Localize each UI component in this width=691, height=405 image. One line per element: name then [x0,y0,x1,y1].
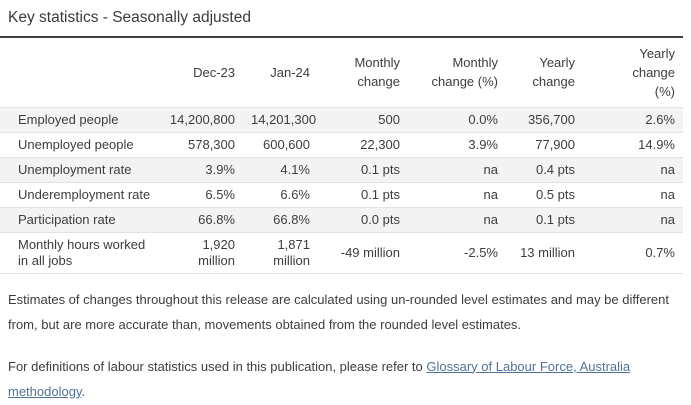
table-cell: 0.0% [468,111,498,127]
table-cell: 0.5 pts [535,186,575,202]
table-cell: 14,200,800 [169,111,235,127]
table-cell: 0.7% [645,244,675,260]
page-title: Key statistics - Seasonally adjusted [8,9,251,26]
table-cell: 77,900 [535,136,575,152]
table-cell: -2.5% [464,244,498,260]
table-cell: 6.5% [205,186,235,202]
table-cell: 0.1 pts [535,211,575,227]
table-cell: na [483,186,498,202]
row-label: Participation rate [18,211,116,227]
table-row-participation-rate: Participation rate 66.8% 66.8% 0.0 pts n… [0,207,683,232]
col-header-yearly-change: Yearly change [506,37,583,107]
definitions-note: For definitions of labour statistics use… [8,354,678,404]
table-cell: 600,600 [263,136,310,152]
table-cell: 1,920 million [198,236,235,268]
col-header-monthly-change-pct: Monthly change (%) [408,37,506,107]
table-cell: 14,201,300 [251,111,317,127]
col-header-jan-24: Jan-24 [243,37,318,107]
table-cell: 3.9% [205,161,235,177]
col-header-label: Monthly change [354,55,400,90]
col-header-monthly-change: Monthly change [318,37,408,107]
definitions-text: For definitions of labour statistics use… [8,358,427,374]
table-cell: 500 [378,111,400,127]
rounding-note: Estimates of changes throughout this rel… [8,291,669,332]
col-header-label: Monthly change (%) [431,55,498,90]
table-cell: na [660,161,675,177]
col-header-label: Jan-24 [270,64,310,80]
table-cell: 13 million [520,244,575,260]
table-cell: 4.1% [280,161,310,177]
table-cell: 66.8% [198,211,235,227]
table-row-underemployment-rate: Underemployment rate 6.5% 6.6% 0.1 pts n… [0,182,683,207]
table-cell: na [660,186,675,202]
col-header-label: Yearly change [532,55,575,90]
col-header-empty [0,37,160,107]
table-cell: 22,300 [360,136,400,152]
table-cell: 2.6% [645,111,675,127]
table-cell: 0.1 pts [360,161,400,177]
table-cell: 3.9% [468,136,498,152]
table-row-unemployment-rate: Unemployment rate 3.9% 4.1% 0.1 pts na 0… [0,157,683,182]
table-cell: 1,871 million [273,236,310,268]
table-header-row: Dec-23 Jan-24 Monthly change Monthly cha… [0,37,683,107]
table-cell: 0.4 pts [535,161,575,177]
row-label: Unemployment rate [18,161,132,177]
col-header-label: Dec-23 [193,64,235,80]
table-cell: na [483,211,498,227]
col-header-yearly-change-pct: Yearly change (%) [583,37,683,107]
table-cell: 0.0 pts [360,211,400,227]
definitions-suffix: . [81,383,86,399]
page: Key statistics - Seasonally adjusted Dec… [0,9,691,405]
col-header-label: Yearly change (%) [632,45,675,99]
table-row-unemployed-people: Unemployed people 578,300 600,600 22,300… [0,132,683,157]
table-cell: 66.8% [273,211,310,227]
table-cell: 578,300 [188,136,235,152]
table-cell: na [483,161,498,177]
key-statistics-table: Dec-23 Jan-24 Monthly change Monthly cha… [0,36,683,274]
col-header-dec-23: Dec-23 [160,37,243,107]
row-label: Employed people [18,111,119,127]
table-cell: 6.6% [280,186,310,202]
table-cell: 0.1 pts [360,186,400,202]
row-label: Monthly hours worked in all jobs [18,236,146,268]
table-cell: -49 million [340,244,400,260]
glossary-link[interactable]: Glossary of Labour Force, Australia meth… [8,358,631,399]
row-label: Unemployed people [18,136,134,152]
row-label: Underemployment rate [18,186,151,202]
table-cell: na [660,211,675,227]
table-row-monthly-hours-worked: Monthly hours worked in all jobs 1,920 m… [0,232,683,273]
table-row-employed-people: Employed people 14,200,800 14,201,300 50… [0,107,683,132]
table-cell: 14.9% [638,136,675,152]
table-cell: 356,700 [528,111,575,127]
